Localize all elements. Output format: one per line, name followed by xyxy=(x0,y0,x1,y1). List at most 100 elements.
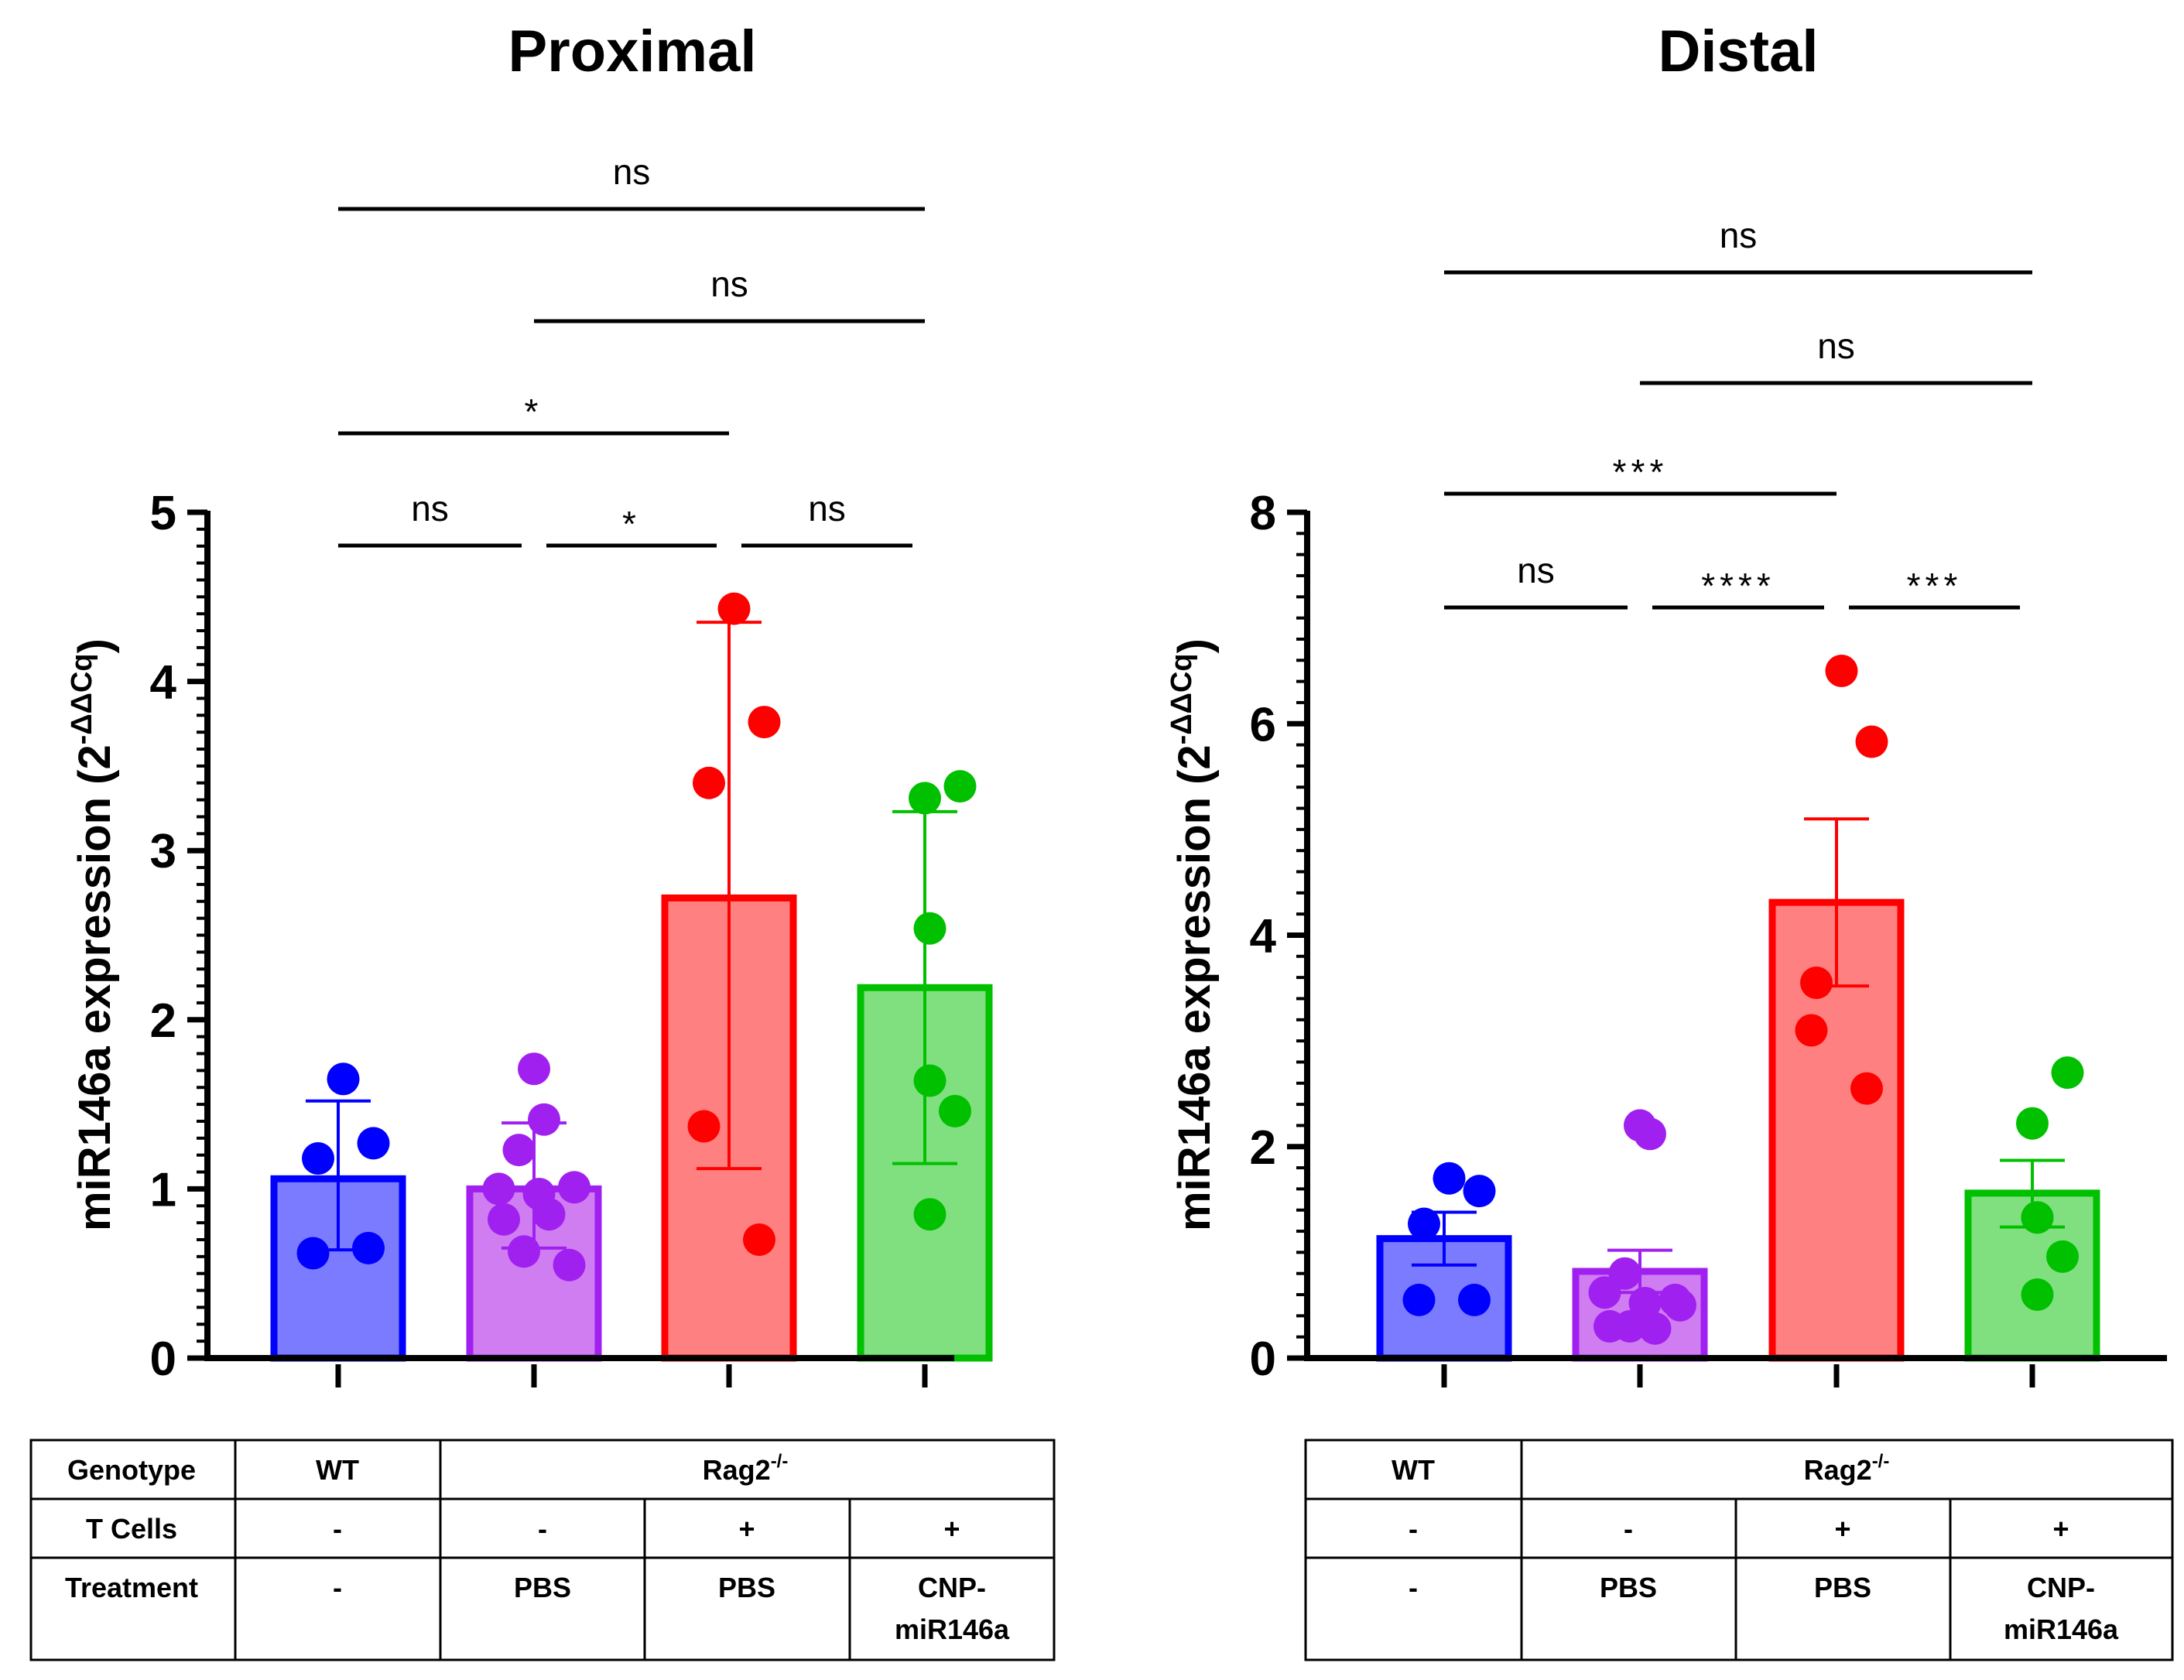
proximal-point-3-0 xyxy=(943,770,977,803)
proximal-ylabel-close: ) xyxy=(70,638,120,653)
proximal-point-1-6 xyxy=(488,1203,520,1236)
proximal-point-1-9 xyxy=(553,1248,586,1281)
right-treatment-cnp-line2: miR146a xyxy=(2004,1613,2119,1645)
left-treatment-wt: - xyxy=(333,1572,342,1603)
right-genotype-rag2-base: Rag2 xyxy=(1804,1454,1872,1486)
right-tcells-wt: - xyxy=(1409,1513,1418,1545)
distal-comparison-label-3: ns xyxy=(1517,550,1555,590)
distal-point-1-9 xyxy=(1659,1283,1692,1316)
proximal-point-2-4 xyxy=(743,1223,775,1256)
distal-point-1-7 xyxy=(1638,1312,1672,1345)
proximal-comparison-label-0: ns xyxy=(613,152,651,192)
proximal-point-1-3 xyxy=(482,1172,515,1206)
distal-point-3-4 xyxy=(2046,1240,2079,1273)
distal-comparison-label-0: ns xyxy=(1720,215,1758,255)
distal-comparison-label-5: *** xyxy=(1907,566,1963,606)
proximal-point-1-0 xyxy=(518,1052,550,1086)
proximal-point-1-2 xyxy=(502,1134,536,1167)
distal-point-1-4 xyxy=(1628,1286,1662,1319)
proximal-chart: Proximal miR146a expression (2-ΔΔCq) 0 1 2 3 4… xyxy=(66,19,993,1387)
right-treatment-wt: - xyxy=(1409,1572,1418,1603)
distal-point-3-1 xyxy=(2016,1107,2049,1140)
proximal-ytick-label-2: 2 xyxy=(150,994,176,1048)
distal-point-0-4 xyxy=(1458,1283,1491,1316)
left-genotype-rag2: Rag2-/- xyxy=(703,1451,789,1486)
proximal-point-2-0 xyxy=(717,592,751,625)
proximal-point-0-3 xyxy=(296,1237,330,1270)
proximal-ytick-label-1: 1 xyxy=(150,1163,176,1216)
proximal-comparison-label-4: * xyxy=(622,504,641,544)
right-treatment-cnp-line1: CNP- xyxy=(2027,1572,2095,1603)
left-tcells-tpbs: + xyxy=(738,1513,755,1545)
left-treatment-pbs: PBS xyxy=(514,1572,571,1603)
left-table-text: Genotype T Cells Treatment WT Rag2-/- - … xyxy=(65,1451,1010,1645)
right-table-border xyxy=(1304,1439,2174,1661)
left-condition-table xyxy=(29,1439,1056,1661)
proximal-point-3-1 xyxy=(909,782,941,815)
proximal-point-0-1 xyxy=(357,1127,390,1160)
distal-point-3-0 xyxy=(2051,1056,2084,1090)
distal-point-2-3 xyxy=(1795,1014,1828,1047)
proximal-title: Proximal xyxy=(508,19,756,84)
right-genotype-rag2: Rag2-/- xyxy=(1804,1451,1890,1486)
proximal-point-3-4 xyxy=(939,1094,971,1127)
proximal-comparison-label-1: ns xyxy=(710,264,748,304)
proximal-ytick-label-0: 0 xyxy=(150,1333,176,1386)
proximal-point-1-7 xyxy=(532,1198,566,1231)
right-tcells-tpbs: + xyxy=(1834,1513,1850,1545)
left-genotype-rag2-base: Rag2 xyxy=(703,1454,771,1486)
proximal-point-3-2 xyxy=(913,912,947,945)
distal-point-2-0 xyxy=(1825,654,1858,687)
distal-point-3-3 xyxy=(2021,1201,2054,1234)
proximal-point-1-1 xyxy=(528,1103,560,1136)
proximal-ylabel-sup: -ΔΔCq xyxy=(66,653,98,744)
left-treatment-cnp-line2: miR146a xyxy=(895,1613,1010,1645)
right-genotype-wt: WT xyxy=(1392,1454,1435,1486)
distal-comparison-label-2: *** xyxy=(1613,452,1669,492)
proximal-point-1-5 xyxy=(558,1171,591,1204)
distal-point-0-1 xyxy=(1463,1175,1496,1208)
distal-ytick-label-2: 4 xyxy=(1250,910,1277,963)
distal-point-0-2 xyxy=(1408,1207,1440,1240)
distal-ylabel-sup: -ΔΔCq xyxy=(1166,653,1198,744)
proximal-point-0-4 xyxy=(352,1231,385,1264)
proximal-point-3-3 xyxy=(913,1064,947,1097)
proximal-comparison-label-5: ns xyxy=(808,488,846,529)
distal-point-2-2 xyxy=(1800,966,1833,999)
distal-point-1-3 xyxy=(1588,1276,1621,1309)
distal-point-1-8 xyxy=(1614,1310,1646,1343)
proximal-ylabel-base: miR146a expression (2 xyxy=(70,744,120,1231)
left-tcells-pbs: - xyxy=(538,1513,547,1545)
proximal-point-2-1 xyxy=(748,706,781,739)
distal-comparison-label-4: **** xyxy=(1701,566,1775,606)
right-condition-table xyxy=(1304,1439,2174,1661)
right-table-text: WT Rag2-/- - - + + - PBS PBS CNP- miR146… xyxy=(1392,1451,2119,1645)
left-row-label-genotype: Genotype xyxy=(67,1454,196,1486)
left-table-border xyxy=(29,1439,1056,1661)
right-tcells-cnp: + xyxy=(2052,1513,2069,1545)
distal-ytick-label-0: 0 xyxy=(1250,1333,1276,1386)
distal-chart: Distal miR146a expression (2-ΔΔCq) 0 2 4 6 8 ns… xyxy=(1166,19,2167,1387)
right-treatment-pbs: PBS xyxy=(1600,1572,1657,1603)
proximal-point-3-5 xyxy=(913,1198,947,1231)
distal-ytick-label-4: 8 xyxy=(1250,487,1276,540)
proximal-point-1-8 xyxy=(508,1235,540,1268)
distal-ylabel-base: miR146a expression (2 xyxy=(1169,744,1220,1231)
proximal-point-2-2 xyxy=(693,766,725,799)
distal-point-0-0 xyxy=(1433,1162,1466,1195)
proximal-comparison-label-3: ns xyxy=(411,488,449,529)
proximal-point-0-0 xyxy=(327,1062,360,1096)
proximal-comparison-label-2: * xyxy=(525,392,543,432)
distal-comparison-label-1: ns xyxy=(1817,326,1855,366)
left-tcells-cnp: + xyxy=(943,1513,960,1545)
proximal-ylabel: miR146a expression (2-ΔΔCq) xyxy=(66,638,120,1231)
distal-point-0-3 xyxy=(1402,1283,1436,1316)
distal-point-3-5 xyxy=(2021,1278,2054,1312)
right-treatment-tpbs: PBS xyxy=(1814,1572,1871,1603)
distal-point-1-1 xyxy=(1634,1117,1666,1151)
distal-point-2-4 xyxy=(1850,1072,1883,1105)
left-treatment-tpbs: PBS xyxy=(718,1572,775,1603)
distal-ylabel: miR146a expression (2-ΔΔCq) xyxy=(1166,638,1220,1231)
left-treatment-cnp-line1: CNP- xyxy=(918,1572,986,1603)
